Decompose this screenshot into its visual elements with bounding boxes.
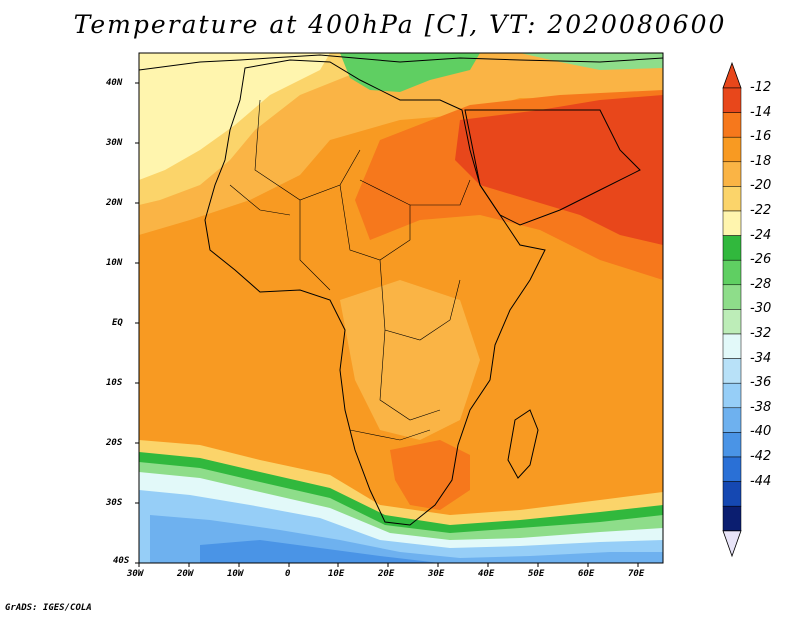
colorbar-label: -38 xyxy=(750,400,772,415)
colorbar-bin-5 xyxy=(722,210,742,236)
lon-tick-label: 60E xyxy=(578,569,595,579)
lon-tick-label: 30E xyxy=(428,569,445,579)
colorbar-bin-15 xyxy=(722,456,742,482)
lat-tick-label: 20N xyxy=(106,198,123,208)
colorbar-bin-13 xyxy=(722,407,742,433)
lat-tick-label: 20S xyxy=(106,438,123,448)
colorbar-bin-2 xyxy=(722,136,742,163)
colorbar xyxy=(722,61,742,558)
colorbar-label: -18 xyxy=(750,154,772,169)
country-borders xyxy=(229,99,471,441)
colorbar-label: -24 xyxy=(750,228,772,243)
colorbar-bottom-triangle xyxy=(722,530,742,558)
colorbar-label: -12 xyxy=(750,80,772,95)
temperature-field xyxy=(139,53,663,563)
madagascar-coastline xyxy=(507,409,539,479)
colorbar-label: -40 xyxy=(750,424,772,439)
colorbar-label: -30 xyxy=(750,301,772,316)
colorbar-bin-11 xyxy=(722,358,742,384)
colorbar-bin-14 xyxy=(722,432,742,458)
colorbar-bin-9 xyxy=(722,309,742,335)
colorbar-label: -26 xyxy=(750,252,772,267)
europe-coastline xyxy=(139,54,663,71)
colorbar-bin-3 xyxy=(722,161,742,187)
axis-ticks xyxy=(135,82,639,567)
arabia-coastline xyxy=(464,109,641,226)
colorbar-bin-17 xyxy=(722,505,742,532)
lon-tick-label: 30W xyxy=(127,569,144,579)
lon-tick-label: 40E xyxy=(478,569,495,579)
colorbar-label: -28 xyxy=(750,277,772,292)
lon-tick-label: 10W xyxy=(227,569,244,579)
field-interior-light xyxy=(340,280,480,440)
colorbar-label: -32 xyxy=(750,326,772,341)
colorbar-bin-7 xyxy=(722,259,742,286)
colorbar-label: -16 xyxy=(750,129,772,144)
lon-tick-label: 50E xyxy=(528,569,545,579)
lon-tick-label: 70E xyxy=(628,569,645,579)
africa-coastline xyxy=(204,59,546,526)
lat-tick-label: 40S xyxy=(113,556,130,566)
field-band-darkblue xyxy=(200,540,440,563)
colorbar-bin-12 xyxy=(722,382,742,409)
coastlines xyxy=(139,54,663,526)
lon-tick-label: 0 xyxy=(285,569,291,579)
map-title: Temperature at 400hPa [C], VT: 202008060… xyxy=(73,10,727,39)
lat-tick-label: 10S xyxy=(106,378,123,388)
lat-tick-label: 40N xyxy=(106,78,123,88)
field-south-warm xyxy=(390,440,470,510)
colorbar-bin-10 xyxy=(722,333,742,359)
colorbar-label: -14 xyxy=(750,105,772,120)
colorbar-bin-4 xyxy=(722,186,742,212)
colorbar-label: -44 xyxy=(750,474,772,489)
colorbar-bin-0 xyxy=(722,87,742,113)
footer-credit: GrADS: IGES/COLA xyxy=(5,603,92,613)
colorbar-label: -42 xyxy=(750,449,772,464)
colorbar-top-triangle xyxy=(722,61,742,89)
colorbar-label: -36 xyxy=(750,375,772,390)
lat-tick-label: 10N xyxy=(106,258,123,268)
lon-tick-label: 20E xyxy=(378,569,395,579)
colorbar-label: -22 xyxy=(750,203,772,218)
colorbar-bin-1 xyxy=(722,112,742,138)
lon-tick-label: 10E xyxy=(328,569,345,579)
lon-tick-label: 20W xyxy=(177,569,194,579)
colorbar-label: -20 xyxy=(750,178,772,193)
colorbar-bin-6 xyxy=(722,235,742,261)
field-med-green xyxy=(340,53,480,92)
colorbar-bin-8 xyxy=(722,284,742,310)
colorbar-label: -34 xyxy=(750,351,772,366)
lat-tick-label: 30S xyxy=(106,498,123,508)
map-frame xyxy=(138,52,664,564)
colorbar-bin-16 xyxy=(722,481,742,507)
lat-tick-label: 30N xyxy=(106,138,123,148)
lat-tick-label: EQ xyxy=(112,318,123,328)
